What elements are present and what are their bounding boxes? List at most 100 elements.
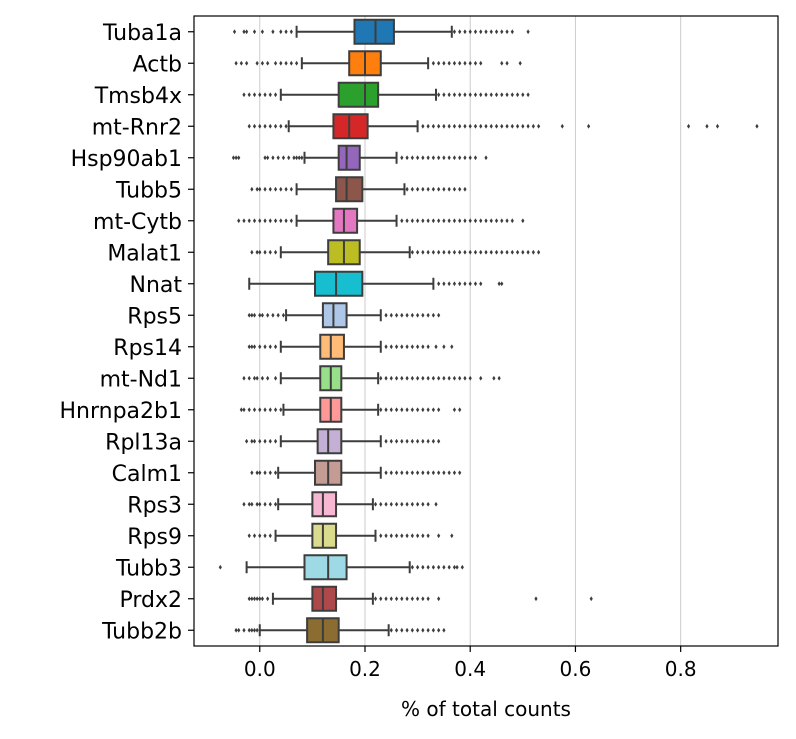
outlier-point [400,501,404,507]
outlier-point [252,312,257,318]
outlier-point [279,123,283,129]
outlier-point [447,249,451,255]
outlier-point [489,29,493,35]
outlier-point [458,407,462,413]
outlier-point [458,375,462,381]
outlier-point [473,249,478,255]
outlier-point [268,438,272,444]
outlier-point [279,186,283,192]
outlier-point [405,407,409,413]
outlier-point [416,438,420,444]
outlier-point [463,155,467,161]
outlier-point [473,155,478,161]
y-tick-label: Hsp90ab1 [71,147,182,172]
outlier-point [416,564,420,570]
outlier-point [416,344,420,350]
outlier-point [442,281,446,287]
outlier-point [410,501,414,507]
y-tick-label: Malat1 [107,241,182,266]
outlier-point [250,627,254,633]
outlier-point [452,564,457,570]
outlier-point [237,155,241,161]
outlier-point [437,92,441,98]
box-group-actb [234,50,522,77]
outlier-point [421,407,425,413]
outlier-point [434,501,438,507]
outlier-point [431,407,435,413]
outlier-point [289,60,293,66]
outlier-point [447,470,451,476]
outlier-point [484,218,488,224]
outlier-point [421,596,425,602]
outlier-point [458,281,462,287]
outlier-point [389,596,393,602]
outlier-point [452,92,457,98]
outlier-point [252,627,257,633]
outlier-point [379,533,383,539]
outlier-point [426,564,430,570]
outlier-point [266,312,270,318]
outlier-point [437,218,441,224]
outlier-point [473,123,478,129]
outlier-point [510,123,514,129]
outlier-point [263,92,267,98]
outlier-point [410,186,414,192]
outlier-point [273,60,278,66]
outlier-point [715,123,720,129]
y-tick-label: mt-Rnr2 [92,115,182,140]
box-group-tubb2b [234,617,446,644]
outlier-point [266,596,270,602]
outlier-point [394,533,399,539]
outlier-point [426,123,430,129]
outlier-point [284,218,288,224]
outlier-point [258,344,262,350]
outlier-point [379,596,383,602]
x-tick-label: 0.8 [665,657,697,681]
outlier-point [526,123,530,129]
outlier-point [242,92,246,98]
outlier-point [252,375,257,381]
x-tick-label: 0.6 [560,657,592,681]
outlier-point [410,596,414,602]
outlier-point [437,249,441,255]
outlier-point [218,564,222,570]
box-group-hnrnpa2b1 [239,396,462,423]
outlier-point [431,438,435,444]
outlier-point [250,501,254,507]
box-iqr [337,81,380,108]
outlier-point [452,155,457,161]
outlier-point [400,312,404,318]
outlier-point [460,564,464,570]
box-iqr [311,585,338,612]
outlier-point [252,29,257,35]
outlier-point [410,375,414,381]
outlier-point [410,470,414,476]
outlier-point [463,218,467,224]
outlier-point [447,92,451,98]
outlier-point [421,533,425,539]
y-tick-label: Tubb5 [115,178,182,203]
outlier-point [473,60,478,66]
outlier-point [384,375,388,381]
outlier-point [416,407,420,413]
outlier-point [421,470,425,476]
outlier-point [431,627,435,633]
outlier-point [452,407,457,413]
outlier-point [431,155,435,161]
outlier-point [384,501,388,507]
outlier-point [250,596,254,602]
outlier-point [426,155,430,161]
x-tick-label: 0.0 [244,657,276,681]
outlier-point [410,312,414,318]
outlier-point [442,564,446,570]
outlier-point [255,501,259,507]
outlier-point [250,344,254,350]
outlier-point [452,470,457,476]
outlier-point [521,92,525,98]
outlier-point [281,155,286,161]
outlier-point [410,438,414,444]
box-iqr [335,176,364,203]
outlier-point [247,501,251,507]
outlier-point [500,281,504,287]
outlier-point [518,60,522,66]
